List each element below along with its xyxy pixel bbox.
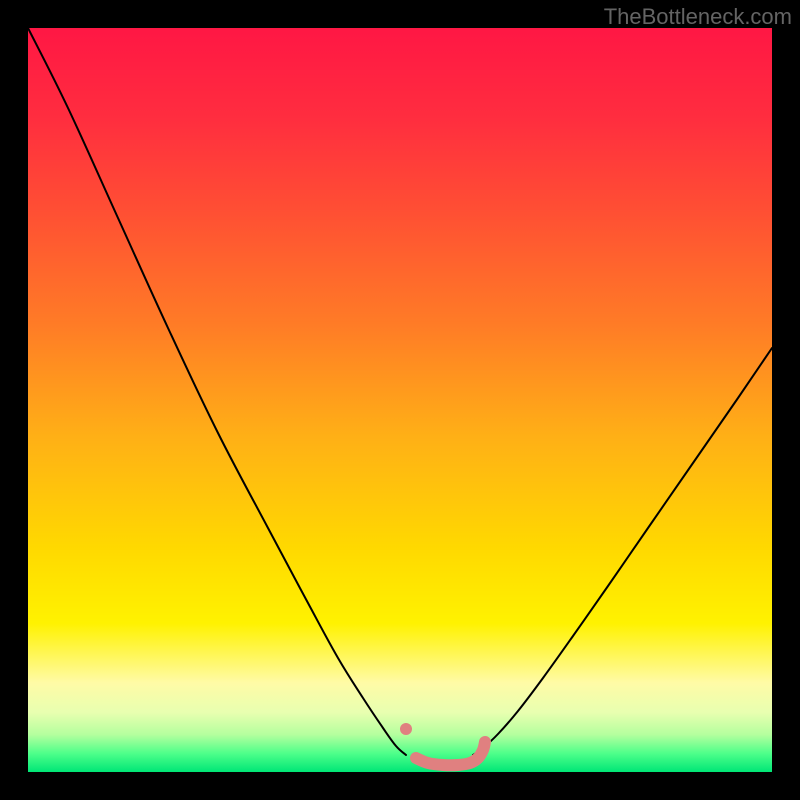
- watermark-text: TheBottleneck.com: [604, 4, 792, 30]
- chart-area: [28, 28, 772, 772]
- gradient-background: [28, 28, 772, 772]
- accent-dot: [400, 723, 412, 735]
- chart-svg: [28, 28, 772, 772]
